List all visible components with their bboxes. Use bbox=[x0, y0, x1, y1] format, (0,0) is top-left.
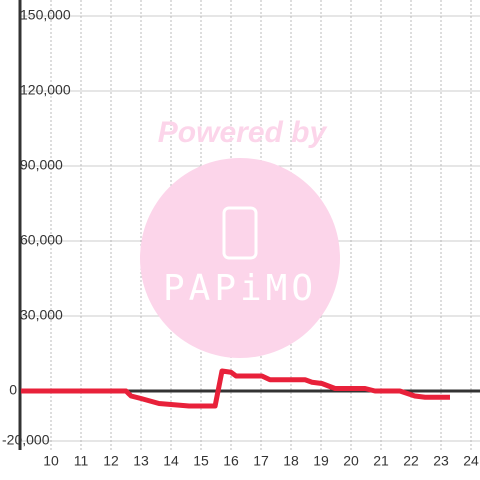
watermark-text: Powered by bbox=[158, 116, 328, 149]
y-tick-label: 60,000 bbox=[20, 232, 63, 248]
watermark-phone bbox=[222, 206, 258, 260]
x-tick-label: 18 bbox=[283, 453, 299, 469]
x-tick-label: 16 bbox=[223, 453, 239, 469]
watermark-logo: PAPiMO bbox=[163, 268, 317, 309]
x-tick-label: 21 bbox=[373, 453, 389, 469]
y-tick-label: 150,000 bbox=[20, 7, 71, 23]
x-tick-label: 14 bbox=[163, 453, 179, 469]
y-tick-label: 30,000 bbox=[20, 307, 63, 323]
x-tick-label: 24 bbox=[463, 453, 479, 469]
x-tick-label: 15 bbox=[193, 453, 209, 469]
y-tick-label: 0 bbox=[9, 382, 17, 398]
x-tick-label: 22 bbox=[403, 453, 419, 469]
x-tick-label: 17 bbox=[253, 453, 269, 469]
x-tick-label: 10 bbox=[43, 453, 59, 469]
x-tick-label: 11 bbox=[74, 453, 89, 469]
x-tick-label: 12 bbox=[103, 453, 119, 469]
y-tick-label: 120,000 bbox=[20, 82, 71, 98]
y-tick-label: -20,000 bbox=[2, 432, 50, 448]
x-tick-label: 20 bbox=[343, 453, 359, 469]
x-tick-label: 19 bbox=[313, 453, 329, 469]
line bbox=[21, 368, 450, 409]
x-tick-label: 13 bbox=[133, 453, 149, 469]
y-tick-label: 90,000 bbox=[20, 157, 63, 173]
x-tick-label: 23 bbox=[433, 453, 449, 469]
